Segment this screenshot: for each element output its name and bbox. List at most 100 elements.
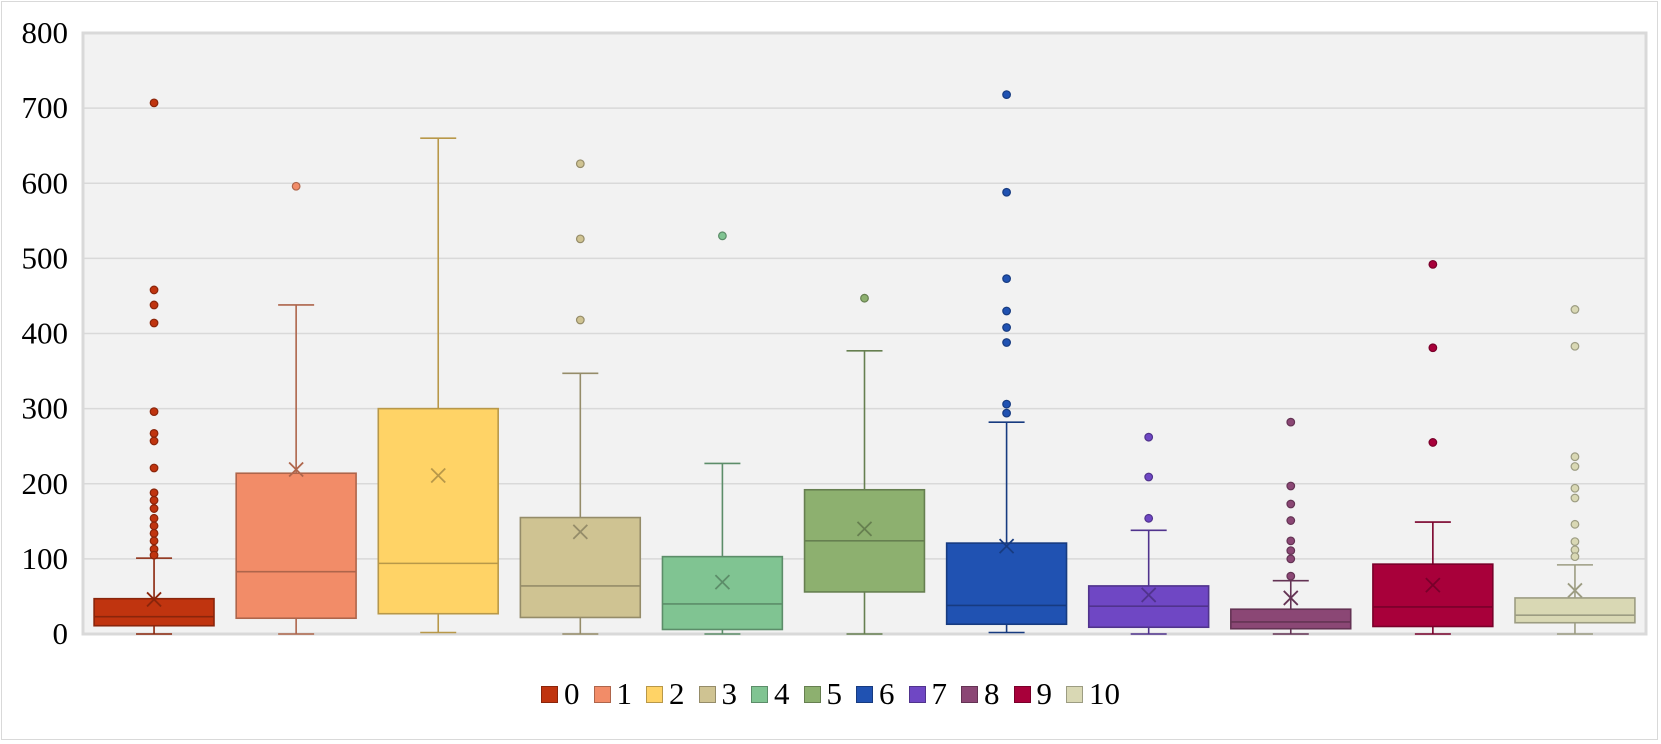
outlier-point: [1144, 513, 1154, 523]
outlier-point: [860, 293, 869, 303]
mean-marker: [1425, 577, 1441, 593]
box-2: [377, 407, 499, 615]
legend-item-8: 8: [961, 676, 1000, 712]
outlier-point: [291, 181, 301, 191]
outlier-point: [1286, 417, 1296, 427]
outlier-point: [575, 315, 585, 325]
y-tick-label: 500: [22, 240, 69, 275]
outlier-point: [1002, 408, 1011, 418]
outlier-point: [149, 495, 159, 505]
legend-item-7: 7: [908, 676, 948, 712]
outlier-point: [1286, 516, 1296, 525]
legend-swatch: [541, 685, 558, 703]
outlier-point: [1286, 554, 1296, 564]
y-tick-label: 100: [22, 541, 69, 576]
legend-swatch: [1066, 685, 1083, 703]
y-tick-label: 700: [22, 90, 69, 125]
outlier-point: [1570, 483, 1580, 493]
legend-label: 5: [826, 676, 843, 711]
legend-item-4: 4: [751, 676, 790, 712]
legend-label: 7: [931, 676, 948, 711]
legend-label: 3: [721, 676, 738, 711]
legend-label: 10: [1089, 676, 1120, 711]
legend-item-5: 5: [803, 676, 843, 712]
legend-swatch: [593, 685, 611, 703]
legend-swatch: [961, 685, 978, 703]
legend-swatch: [646, 685, 663, 703]
outlier-point: [149, 407, 159, 417]
outlier-point: [1002, 187, 1011, 197]
outlier-point: [1570, 493, 1580, 503]
legend-label: 0: [564, 676, 580, 711]
mean-marker: [998, 538, 1015, 554]
outlier-point: [1286, 481, 1296, 491]
y-tick-label: 300: [22, 391, 69, 426]
outlier-point: [149, 300, 159, 310]
legend-item-2: 2: [646, 676, 685, 712]
legend-item-1: 1: [593, 676, 633, 712]
box-10: [1514, 597, 1636, 624]
y-tick-label: 200: [22, 466, 69, 501]
y-tick-label: 400: [22, 316, 69, 351]
outlier-point: [1570, 462, 1580, 471]
legend-item-3: 3: [698, 676, 738, 712]
outlier-point: [149, 528, 159, 538]
box-3: [519, 516, 642, 619]
legend-label: 6: [879, 676, 895, 711]
outlier-point: [1002, 323, 1011, 332]
mean-marker: [430, 467, 446, 484]
outlier-point: [1144, 432, 1154, 442]
outlier-point: [1002, 338, 1011, 347]
legend-item-0: 0: [541, 676, 580, 712]
legend-swatch: [698, 685, 716, 703]
outlier-point: [149, 463, 159, 473]
legend-label: 4: [774, 676, 790, 711]
legend-label: 8: [984, 676, 1000, 711]
legend-swatch: [751, 685, 768, 703]
outlier-point: [149, 436, 159, 446]
outlier-point: [149, 285, 159, 295]
outlier-point: [1428, 438, 1438, 447]
mean-marker: [1283, 590, 1299, 606]
y-tick-label: 0: [53, 616, 69, 651]
outlier-point: [575, 159, 585, 169]
outlier-point: [1570, 341, 1580, 351]
outlier-point: [149, 488, 159, 498]
outlier-point: [149, 504, 159, 513]
outlier-point: [1002, 399, 1011, 409]
box-8: [1230, 608, 1352, 630]
legend-label: 9: [1036, 676, 1053, 711]
legend-swatch: [856, 685, 873, 703]
box-1: [235, 472, 357, 620]
outlier-point: [1428, 259, 1438, 269]
legend-swatch: [803, 685, 821, 703]
boxplot-chart: 0 100 200 300 400 500 600 700 800: [22, 15, 1648, 651]
outlier-point: [718, 231, 727, 241]
outlier-point: [149, 521, 159, 531]
outlier-point: [1570, 452, 1580, 462]
outlier-point: [149, 98, 159, 108]
legend: 0 1 2 3 4 5 6 7 8 9 10: [0, 672, 1661, 716]
outlier-point: [1286, 499, 1296, 509]
outlier-point: [1286, 536, 1296, 546]
outlier-point: [1286, 546, 1296, 556]
mean-marker: [288, 461, 304, 478]
box-0: [93, 597, 215, 627]
legend-item-6: 6: [856, 676, 895, 712]
box-6: [945, 542, 1068, 626]
y-tick-label: 800: [22, 15, 69, 50]
legend-label: 1: [616, 676, 633, 711]
mean-marker: [146, 591, 162, 608]
legend-item-10: 10: [1066, 676, 1120, 712]
legend-swatch: [1013, 685, 1031, 703]
outlier-point: [1002, 274, 1011, 284]
outlier-point: [1144, 472, 1154, 482]
outlier-point: [1002, 90, 1011, 100]
mean-marker: [1567, 582, 1583, 599]
outlier-point: [149, 513, 159, 523]
legend-label: 2: [669, 676, 685, 711]
box-9: [1372, 563, 1494, 628]
legend-swatch: [908, 685, 926, 703]
mean-marker: [856, 521, 873, 537]
outlier-point: [1570, 519, 1580, 529]
